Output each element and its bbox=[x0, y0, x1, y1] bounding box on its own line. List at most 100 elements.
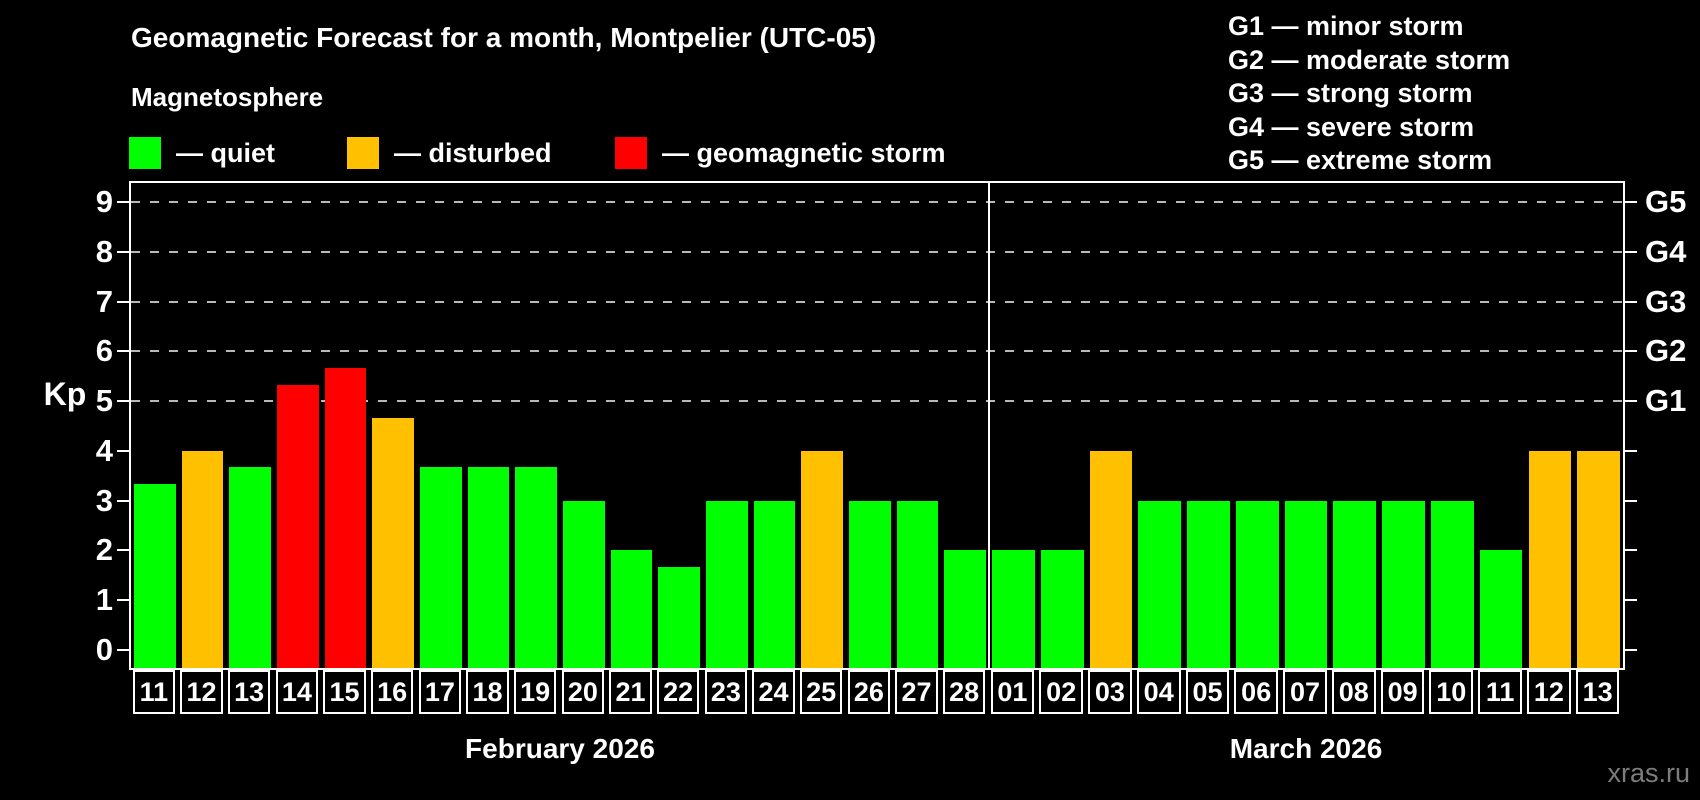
kp-bar-february-12 bbox=[181, 450, 224, 668]
kp-bar-february-14 bbox=[277, 384, 319, 668]
date-cell-february-17: 17 bbox=[418, 670, 462, 714]
date-cell-february-18: 18 bbox=[466, 670, 509, 714]
left-axis-tick-9 bbox=[117, 200, 129, 203]
g-level-label-g4: G4 bbox=[1645, 233, 1687, 269]
storm-swatch-icon bbox=[615, 137, 647, 169]
left-axis-tick-2 bbox=[117, 549, 129, 552]
y-tick-label-9: 9 bbox=[95, 183, 113, 219]
y-tick-label-7: 7 bbox=[95, 283, 113, 319]
date-cell-february-23: 23 bbox=[704, 670, 748, 714]
kp-bar-february-24 bbox=[753, 500, 796, 668]
date-cell-march-04: 04 bbox=[1136, 670, 1181, 714]
date-cell-february-12: 12 bbox=[180, 670, 223, 714]
legend-label-storm: — geomagnetic storm bbox=[662, 138, 946, 168]
kp-bar-february-26 bbox=[849, 500, 891, 668]
kp-bar-february-22 bbox=[658, 566, 700, 668]
watermark: xras.ru bbox=[1607, 758, 1690, 788]
y-tick-label-8: 8 bbox=[95, 233, 113, 269]
date-cell-february-22: 22 bbox=[656, 670, 700, 714]
date-cell-february-24: 24 bbox=[752, 670, 795, 714]
kp-bar-february-18 bbox=[467, 467, 510, 668]
kp-bar-february-11 bbox=[134, 484, 176, 668]
right-axis-tick-9 bbox=[1625, 200, 1637, 203]
left-axis-tick-3 bbox=[117, 499, 129, 502]
date-cell-february-13: 13 bbox=[227, 670, 271, 714]
kp-bar-february-21 bbox=[610, 550, 653, 668]
date-cell-march-05: 05 bbox=[1185, 670, 1230, 714]
disturbed-swatch-icon bbox=[347, 137, 379, 169]
right-axis-tick-1 bbox=[1625, 599, 1637, 602]
kp-bar-march-07 bbox=[1284, 500, 1328, 668]
kp-bar-february-25 bbox=[801, 450, 843, 668]
y-tick-label-2: 2 bbox=[95, 532, 113, 568]
right-axis-tick-5 bbox=[1625, 400, 1637, 403]
y-tick-label-4: 4 bbox=[95, 432, 113, 468]
kp-bar-march-08 bbox=[1333, 500, 1377, 668]
date-cell-february-15: 15 bbox=[323, 670, 366, 714]
date-cell-march-13: 13 bbox=[1575, 670, 1620, 714]
kp-bar-march-02 bbox=[1040, 550, 1084, 668]
y-tick-label-6: 6 bbox=[95, 333, 113, 369]
g3-legend-line: G3 — strong storm bbox=[1228, 78, 1473, 108]
y-tick-label-1: 1 bbox=[95, 582, 113, 618]
g1-legend-line: G1 — minor storm bbox=[1228, 11, 1464, 41]
kp-bar-march-11 bbox=[1479, 550, 1523, 668]
left-axis-tick-0 bbox=[117, 649, 129, 651]
legend-item-disturbed: — disturbed bbox=[347, 137, 552, 169]
kp-bar-march-10 bbox=[1430, 500, 1474, 668]
y-tick-label-0: 0 bbox=[95, 632, 113, 667]
plot-area bbox=[129, 181, 1625, 670]
date-cell-march-12: 12 bbox=[1527, 670, 1571, 714]
legend-item-quiet: — quiet bbox=[129, 137, 275, 169]
left-axis-tick-6 bbox=[117, 350, 129, 353]
left-axis-tick-5 bbox=[117, 400, 129, 403]
date-cell-march-11: 11 bbox=[1478, 670, 1522, 714]
right-axis-tick-6 bbox=[1625, 350, 1637, 353]
kp-bar-february-28 bbox=[944, 550, 986, 668]
kp-bar-march-12 bbox=[1528, 450, 1572, 668]
kp-bar-march-13 bbox=[1577, 450, 1620, 668]
date-cell-march-06: 06 bbox=[1234, 670, 1279, 714]
right-axis-tick-3 bbox=[1625, 499, 1637, 502]
date-cell-march-02: 02 bbox=[1039, 670, 1084, 714]
right-axis-tick-2 bbox=[1625, 549, 1637, 552]
kp-bar-march-09 bbox=[1382, 500, 1425, 668]
right-axis-tick-8 bbox=[1625, 250, 1637, 253]
g4-legend-line: G4 — severe storm bbox=[1228, 111, 1475, 142]
g2-legend-line: G2 — moderate storm bbox=[1228, 44, 1511, 75]
g-level-label-g5: G5 bbox=[1645, 183, 1687, 219]
kp-bar-march-03 bbox=[1089, 450, 1133, 668]
left-axis-tick-8 bbox=[117, 250, 129, 253]
date-cell-march-09: 09 bbox=[1380, 670, 1425, 714]
date-cell-february-28: 28 bbox=[942, 670, 986, 714]
legend-label-disturbed: — disturbed bbox=[394, 138, 552, 168]
date-cell-march-07: 07 bbox=[1283, 670, 1327, 714]
left-axis-tick-1 bbox=[117, 599, 129, 602]
page-title: Geomagnetic Forecast for a month, Montpe… bbox=[131, 22, 877, 53]
date-cell-february-26: 26 bbox=[847, 670, 891, 714]
left-axis-tick-4 bbox=[117, 449, 129, 452]
date-cell-february-21: 21 bbox=[609, 670, 652, 714]
gridline-kp6 bbox=[131, 350, 1623, 353]
y-tick-label-3: 3 bbox=[95, 482, 113, 518]
kp-bar-february-27 bbox=[896, 500, 939, 668]
date-cell-february-14: 14 bbox=[275, 670, 319, 714]
right-axis-tick-0 bbox=[1625, 649, 1637, 651]
magnetosphere-subtitle: Magnetosphere bbox=[131, 82, 324, 112]
month-label-march: March 2026 bbox=[1229, 733, 1383, 764]
date-cell-march-03: 03 bbox=[1088, 670, 1132, 714]
kp-bar-march-04 bbox=[1138, 500, 1182, 668]
kp-bar-february-19 bbox=[515, 467, 557, 668]
date-cell-march-10: 10 bbox=[1429, 670, 1474, 714]
month-label-february: February 2026 bbox=[465, 733, 655, 764]
date-cell-february-20: 20 bbox=[561, 670, 605, 714]
g-level-label-g3: G3 bbox=[1645, 283, 1687, 319]
left-axis-tick-7 bbox=[117, 300, 129, 303]
y-tick-label-5: 5 bbox=[95, 383, 113, 419]
kp-bar-february-13 bbox=[229, 467, 271, 668]
date-cell-february-16: 16 bbox=[370, 670, 414, 714]
g-scale-legend: G1 — minor storm G2 — moderate storm G3 … bbox=[1228, 10, 1510, 178]
month-divider bbox=[988, 183, 990, 668]
kp-bar-february-15 bbox=[324, 367, 367, 668]
